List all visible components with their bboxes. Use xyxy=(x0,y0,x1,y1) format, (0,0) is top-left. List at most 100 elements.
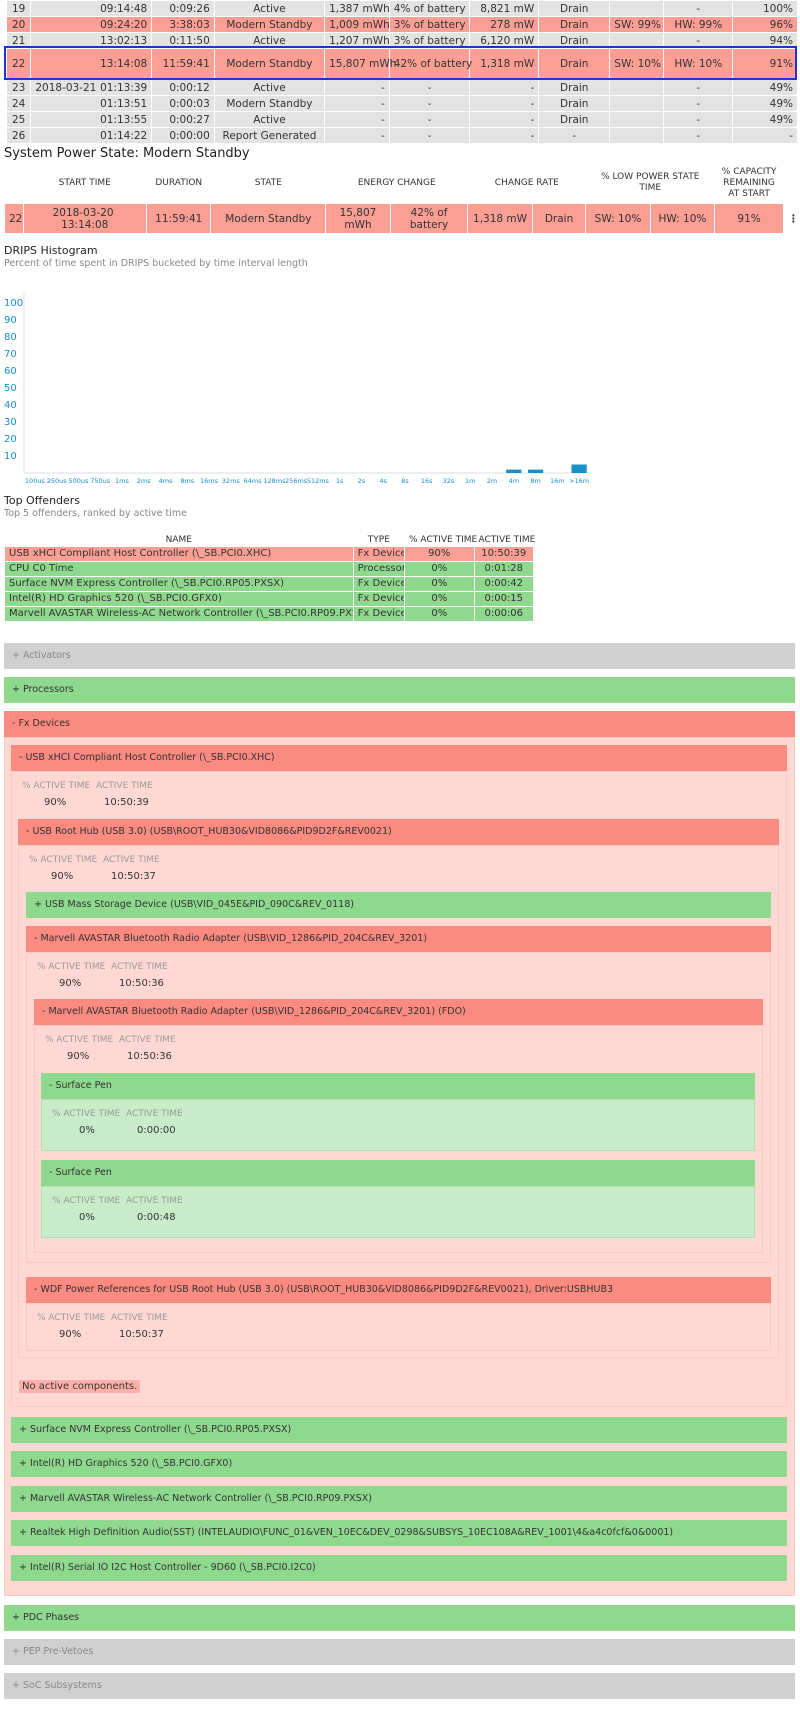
energy: 1,009 mWh xyxy=(325,17,390,32)
graphics-node[interactable]: + Intel(R) HD Graphics 520 (\_SB.PCI0.GF… xyxy=(11,1451,787,1477)
session-row[interactable]: 26 01:14:22 0:00:00 Report Generated - - - - - - xyxy=(7,128,797,143)
session-row[interactable]: 23 2018-03-21 01:13:39 0:00:12 Active - - - Drai… xyxy=(7,80,797,95)
session-row[interactable]: 20 09:24:20 3:38:03 Modern Standby 1,009 mWh… xyxy=(7,17,797,32)
col-capacity[interactable]: % CAPACITY REMAINING AT START xyxy=(721,166,777,199)
start-time: 09:14:48 xyxy=(31,1,152,16)
col-energy-change[interactable]: ENERGY CHANGE xyxy=(357,177,436,188)
histogram-title: DRIPS Histogram xyxy=(4,244,98,257)
offender-row[interactable]: Intel(R) HD Graphics 520 (\_SB.PCI0.GFX0… xyxy=(5,592,533,606)
row-number: 26 xyxy=(7,128,31,143)
col-start-time[interactable]: START TIME xyxy=(58,177,111,188)
sw-pct xyxy=(610,1,664,16)
energy-pct: - xyxy=(389,80,470,95)
active-time-value: 10:50:39 xyxy=(104,797,149,808)
duration: 11:59:41 xyxy=(147,204,211,233)
col-state[interactable]: STATE xyxy=(254,177,282,188)
offender-name: Surface NVM Express Controller (\_SB.PCI… xyxy=(5,577,353,591)
session-row[interactable]: 19 09:14:48 0:09:26 Active 1,387 mWh 4% of ba… xyxy=(7,1,797,16)
col-duration[interactable]: DURATION xyxy=(155,177,203,188)
i2c-node[interactable]: + Intel(R) Serial IO I2C Host Controller… xyxy=(11,1555,787,1581)
offender-row[interactable]: Surface NVM Express Controller (\_SB.PCI… xyxy=(5,577,533,591)
start-time: 01:13:55 xyxy=(31,112,152,127)
hw-pct: - xyxy=(664,80,733,95)
col-low-power[interactable]: % LOW POWER STATE TIME xyxy=(601,172,700,193)
hw-pct: - xyxy=(664,96,733,111)
sps-row[interactable]: 22 2018-03-20 13:14:08 11:59:41 Modern S… xyxy=(5,204,799,233)
rate-direction: Drain xyxy=(539,17,610,32)
capacity: 96% xyxy=(733,17,797,32)
active-time-label: ACTIVE TIME xyxy=(126,1109,183,1119)
session-row[interactable]: 25 01:13:55 0:00:27 Active - - - Drain -49% xyxy=(7,112,797,127)
pct-active-label: % ACTIVE TIME xyxy=(52,1196,121,1206)
surface-pen-panel-2 xyxy=(41,1186,755,1238)
offender-type: Fx Device xyxy=(353,547,405,561)
col-active-time[interactable]: ACTIVE TIME xyxy=(478,535,536,545)
pdc-phases-section[interactable]: + PDC Phases xyxy=(4,1605,795,1631)
x-tick-label: 128ms xyxy=(263,477,286,485)
histogram-bar[interactable] xyxy=(571,464,587,473)
rate-direction: Drain xyxy=(539,33,610,48)
soc-subsystems-section[interactable]: + SoC Subsystems xyxy=(4,1673,795,1699)
y-tick-label: 40 xyxy=(4,400,17,411)
start-date: 2018-03-21 xyxy=(35,81,97,94)
col-pct-active[interactable]: % ACTIVE TIME xyxy=(409,535,478,545)
session-row[interactable]: 22 13:14:08 11:59:41 Modern Standby 15,807 m… xyxy=(7,49,797,79)
y-tick-label: 60 xyxy=(4,366,17,377)
offender-pct: 0% xyxy=(405,562,474,576)
session-row[interactable]: 21 13:02:13 0:11:50 Active 1,207 mWh 3% of ba… xyxy=(7,33,797,48)
usb-xhci-node[interactable]: - USB xHCI Compliant Host Controller (\_… xyxy=(11,745,787,771)
rate: - xyxy=(470,128,539,143)
duration: 0:00:00 xyxy=(152,128,214,143)
hw-pct: - xyxy=(664,128,733,143)
pct-active-value: 90% xyxy=(59,978,82,989)
hw-pct: HW: 99% xyxy=(664,17,733,32)
duration: 0:00:03 xyxy=(152,96,214,111)
x-tick-label: 1m xyxy=(465,477,475,485)
more-icon[interactable]: ⋮ xyxy=(784,204,799,233)
system-power-state-title: System Power State: Modern Standby xyxy=(4,146,250,161)
bluetooth-fdo-node[interactable]: - Marvell AVASTAR Bluetooth Radio Adapte… xyxy=(34,999,763,1025)
state: Modern Standby xyxy=(214,49,325,79)
processors-section[interactable]: + Processors xyxy=(4,677,795,703)
root-hub-node[interactable]: - USB Root Hub (USB 3.0) (USB\ROOT_HUB30… xyxy=(18,819,779,845)
rate: 1,318 mW xyxy=(468,204,532,233)
hw-pct: HW: 10% xyxy=(664,49,733,79)
rate-direction: Drain xyxy=(539,1,610,16)
pep-pre-vetoes-section[interactable]: + PEP Pre-Vetoes xyxy=(4,1639,795,1665)
audio-node[interactable]: + Realtek High Definition Audio(SST) (IN… xyxy=(11,1520,787,1546)
energy: - xyxy=(325,128,389,143)
start-clock: 01:13:55 xyxy=(100,113,148,126)
start-clock: 09:14:48 xyxy=(100,2,148,15)
surface-pen-node-2[interactable]: - Surface Pen xyxy=(41,1160,755,1186)
activators-section[interactable]: + Activators xyxy=(4,643,795,669)
offender-pct: 90% xyxy=(405,547,474,561)
histogram-bar[interactable] xyxy=(527,469,544,473)
nvme-node[interactable]: + Surface NVM Express Controller (\_SB.P… xyxy=(11,1417,787,1443)
state: Modern Standby xyxy=(214,17,325,32)
x-tick-label: 32ms xyxy=(222,477,241,485)
wifi-node[interactable]: + Marvell AVASTAR Wireless-AC Network Co… xyxy=(11,1486,787,1512)
offender-type: Processor xyxy=(353,562,405,576)
offender-name: Intel(R) HD Graphics 520 (\_SB.PCI0.GFX0… xyxy=(5,592,353,606)
offender-row[interactable]: CPU C0 Time Processor 0% 0:01:28 xyxy=(5,562,533,576)
session-table: 19 09:14:48 0:09:26 Active 1,387 mWh 4% of ba… xyxy=(6,0,798,144)
capacity: 49% xyxy=(733,112,797,127)
wdf-power-node[interactable]: - WDF Power References for USB Root Hub … xyxy=(26,1277,771,1303)
surface-pen-node-1[interactable]: - Surface Pen xyxy=(41,1073,755,1099)
capacity: 49% xyxy=(733,96,797,111)
bluetooth-node[interactable]: - Marvell AVASTAR Bluetooth Radio Adapte… xyxy=(26,926,771,952)
col-change-rate[interactable]: CHANGE RATE xyxy=(494,177,559,188)
col-name[interactable]: NAME xyxy=(165,535,192,545)
histogram-bar[interactable] xyxy=(506,469,522,473)
state: Active xyxy=(214,112,325,127)
col-type[interactable]: TYPE xyxy=(367,535,390,545)
y-tick-label: 30 xyxy=(4,417,17,428)
session-row[interactable]: 24 01:13:51 0:00:03 Modern Standby - - - Drain -… xyxy=(7,96,797,111)
fx-devices-section[interactable]: - Fx Devices xyxy=(4,711,795,737)
offender-row[interactable]: Marvell AVASTAR Wireless-AC Network Cont… xyxy=(5,607,533,621)
start-clock: 13:14:08 xyxy=(100,58,148,70)
rate: - xyxy=(470,96,539,111)
mass-storage-node[interactable]: + USB Mass Storage Device (USB\VID_045E&… xyxy=(26,892,771,918)
offender-row[interactable]: USB xHCI Compliant Host Controller (\_SB… xyxy=(5,547,533,561)
y-tick-label: 50 xyxy=(4,383,17,394)
